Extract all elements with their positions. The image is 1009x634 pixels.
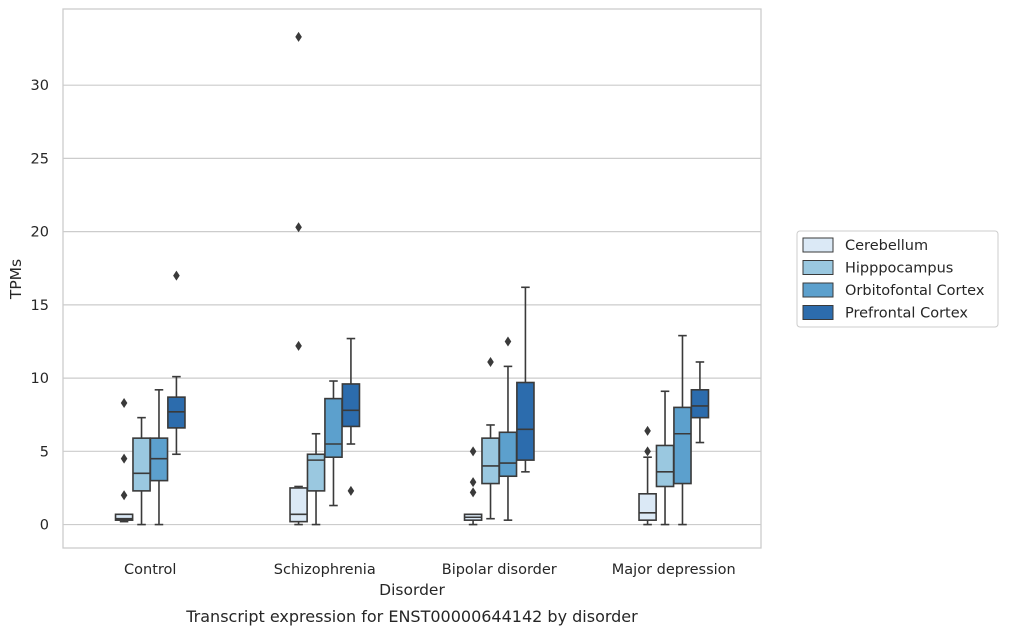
y-ticks: 0 5 10 15 20 25 30 xyxy=(31,78,49,533)
outlier-point xyxy=(644,446,651,457)
grid-lines xyxy=(63,84,761,526)
outlier-point xyxy=(487,356,494,367)
box-body xyxy=(498,431,518,478)
legend-frame xyxy=(796,230,999,328)
box-hipppocampus xyxy=(132,416,151,526)
box-body xyxy=(341,383,361,428)
outlier-point xyxy=(120,453,128,464)
outlier-point xyxy=(644,425,651,436)
outlier-point xyxy=(469,487,477,498)
y-tick-label: 25 xyxy=(31,151,49,167)
legend-label: Orbitofontal Cortex xyxy=(845,283,985,299)
x-ticks: Control Schizophrenia Bipolar disorder Majo… xyxy=(124,562,736,578)
box-prefrontal-cortex xyxy=(341,337,361,496)
legend-swatch xyxy=(802,305,834,320)
box-orbitofontal-cortex xyxy=(149,389,169,526)
legend-label: Cerebellum xyxy=(845,238,928,254)
box-body xyxy=(114,513,134,521)
y-tick-label: 10 xyxy=(31,371,49,387)
legend-label: Prefrontal Cortex xyxy=(845,306,968,322)
legend: Cerebellum Hipppocampus Orbitofontal Corte… xyxy=(796,230,999,328)
box-plots xyxy=(114,31,710,526)
box-body xyxy=(324,397,343,458)
y-tick-label: 30 xyxy=(31,78,49,94)
box-prefrontal-cortex xyxy=(516,286,535,473)
box-cerebellum xyxy=(289,31,308,526)
box-orbitofontal-cortex xyxy=(324,380,343,507)
box-cerebellum xyxy=(114,397,134,523)
x-tick-label: Bipolar disorder xyxy=(442,562,557,578)
legend-label: Hipppocampus xyxy=(845,261,953,277)
box-orbitofontal-cortex xyxy=(673,334,692,526)
legend-swatch xyxy=(802,282,834,298)
chart-caption: Transcript expression for ENST0000064414… xyxy=(185,607,638,626)
box-body xyxy=(516,381,535,461)
x-axis-label: Disorder xyxy=(379,581,445,599)
outlier-point xyxy=(295,340,302,351)
outlier-point xyxy=(469,477,477,488)
outlier-point xyxy=(469,446,477,457)
box-orbitofontal-cortex xyxy=(498,336,518,521)
box-hipppocampus xyxy=(306,432,326,526)
box-body xyxy=(638,493,657,521)
box-prefrontal-cortex xyxy=(690,361,710,444)
box-hipppocampus xyxy=(655,390,675,526)
box-cerebellum xyxy=(638,425,657,526)
box-body xyxy=(306,453,326,492)
outlier-point xyxy=(173,270,180,281)
box-body xyxy=(673,406,692,485)
outlier-point xyxy=(295,31,302,42)
box-cerebellum xyxy=(463,446,483,526)
box-body xyxy=(690,389,710,419)
y-tick-label: 15 xyxy=(31,298,49,314)
x-tick-label: Schizophrenia xyxy=(274,562,376,578)
plot-frame xyxy=(62,8,762,549)
x-tick-label: Control xyxy=(124,562,176,578)
legend-swatch xyxy=(802,260,834,275)
box-body xyxy=(289,487,308,523)
box-body xyxy=(132,437,151,492)
outlier-point xyxy=(120,397,128,408)
box-body xyxy=(481,437,500,485)
y-tick-label: 20 xyxy=(31,225,49,241)
y-tick-label: 5 xyxy=(40,444,49,460)
x-tick-label: Major depression xyxy=(612,562,736,578)
outlier-point xyxy=(120,490,128,501)
y-tick-label: 0 xyxy=(40,518,49,534)
outlier-point xyxy=(504,336,512,347)
outlier-point xyxy=(295,222,302,233)
legend-swatch xyxy=(802,237,834,253)
box-body xyxy=(655,444,675,488)
box-hipppocampus xyxy=(481,356,500,520)
box-prefrontal-cortex xyxy=(167,270,186,456)
outlier-point xyxy=(347,485,355,496)
y-axis-label: TPMs xyxy=(7,259,25,300)
